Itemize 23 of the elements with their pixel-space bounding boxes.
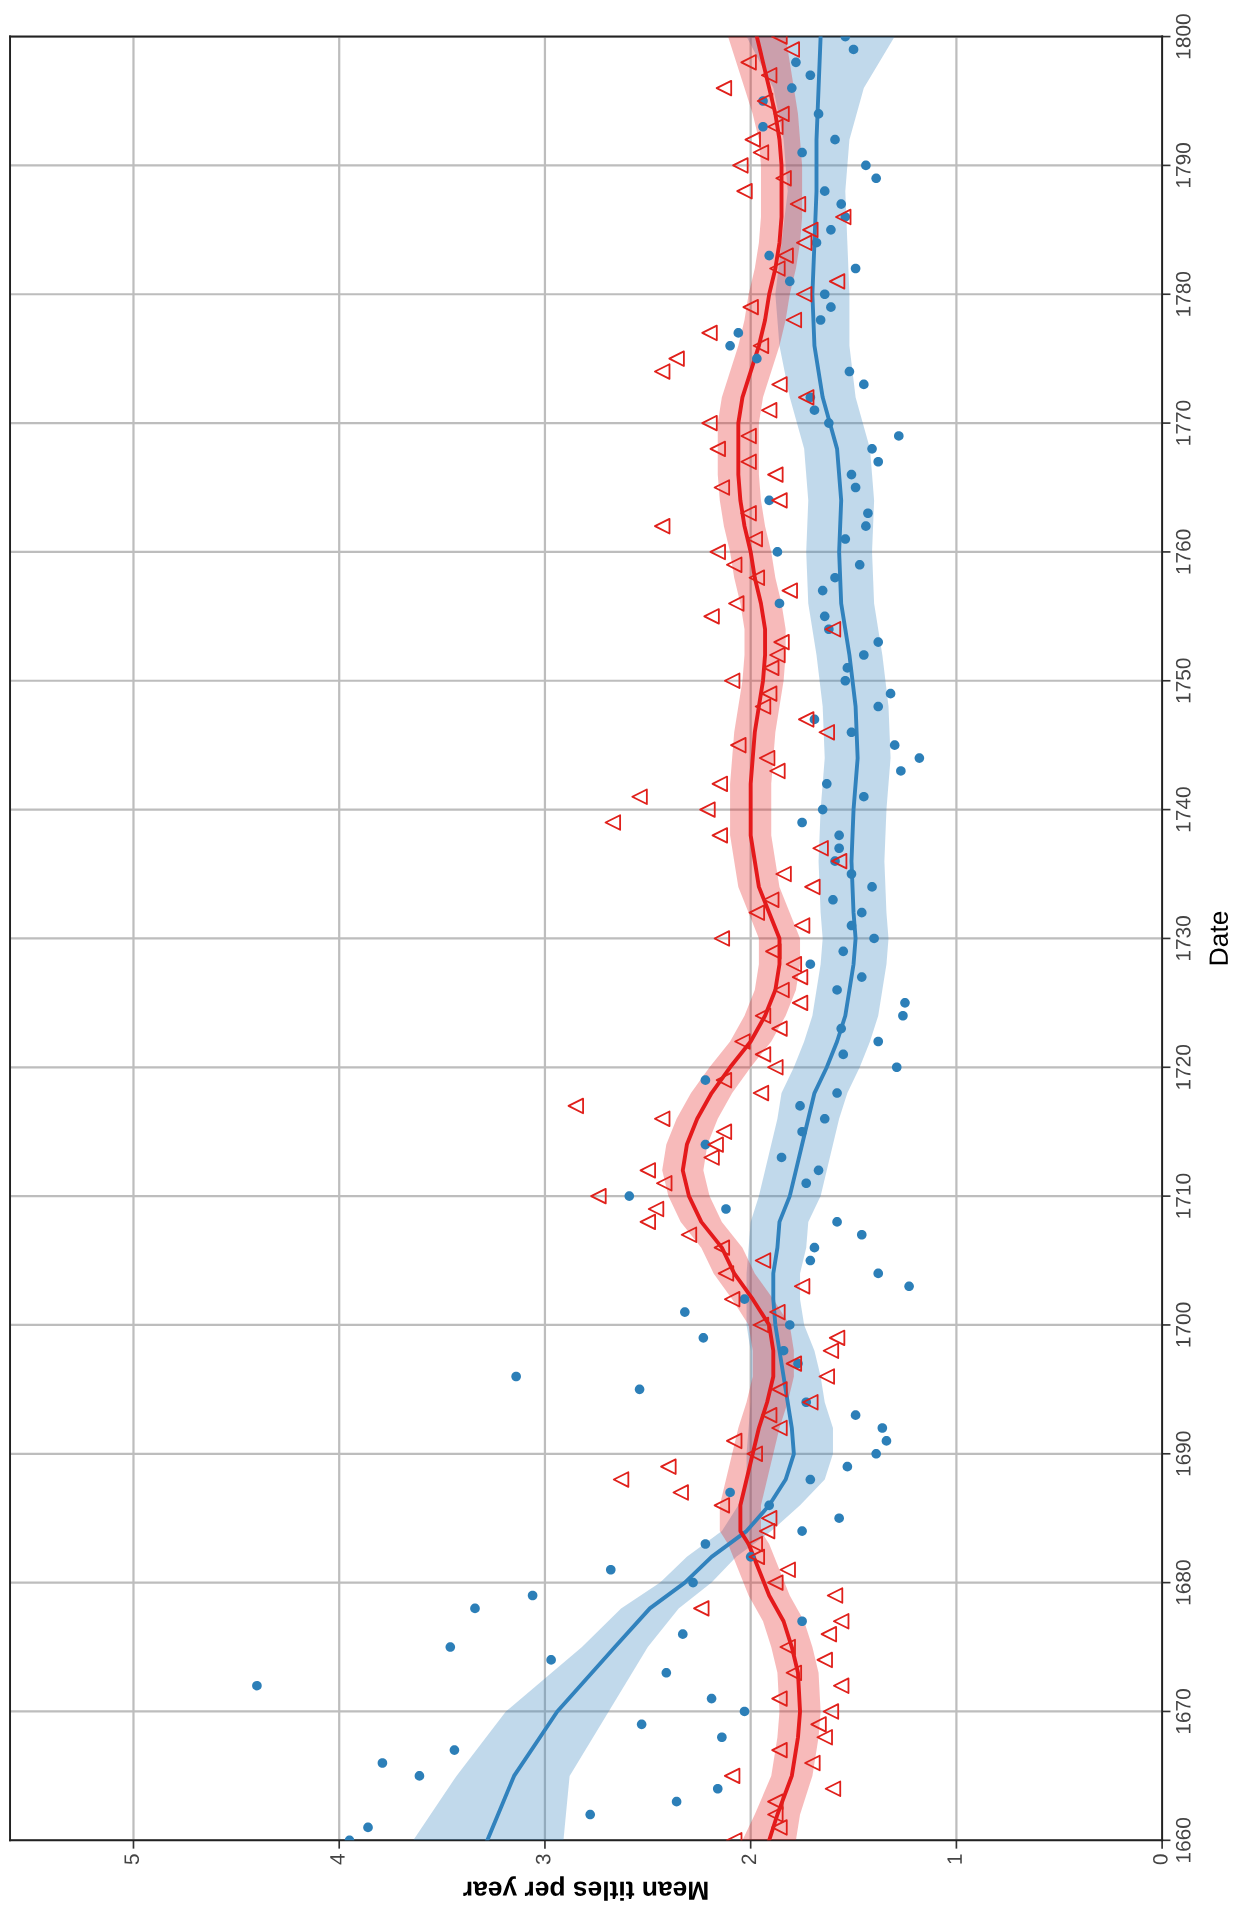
x-tick-label: 0: [1152, 1854, 1168, 1865]
y-tick-label: 1750: [1175, 658, 1191, 703]
y-tick-label: 1680: [1175, 1560, 1191, 1605]
y-tick-label: 1660: [1175, 1817, 1191, 1862]
y-axis-title: Date: [1209, 911, 1229, 965]
x-tick-label: 4: [330, 1854, 345, 1865]
y-tick-label: 1800: [1175, 14, 1191, 59]
y-tick-label: 1710: [1175, 1173, 1191, 1218]
y-tick-label: 1740: [1175, 787, 1191, 832]
y-tick-label: 1690: [1175, 1431, 1191, 1476]
x-tick-label: 3: [535, 1854, 551, 1865]
y-tick-label: 1730: [1175, 916, 1191, 961]
y-tick-label: 1790: [1175, 143, 1191, 187]
y-tick-label: 1770: [1175, 400, 1191, 445]
y-tick-label: 1720: [1175, 1044, 1191, 1089]
y-tick-label: 1700: [1175, 1302, 1191, 1347]
x-tick-label: 5: [124, 1854, 140, 1865]
x-axis-title: Mean titles per year: [463, 1876, 708, 1901]
x-tick-label: 2: [741, 1854, 757, 1865]
y-tick-label: 1780: [1175, 271, 1191, 316]
y-tick-label: 1670: [1175, 1689, 1191, 1734]
y-tick-label: 1760: [1175, 529, 1191, 574]
x-tick-label: 1: [947, 1854, 962, 1864]
